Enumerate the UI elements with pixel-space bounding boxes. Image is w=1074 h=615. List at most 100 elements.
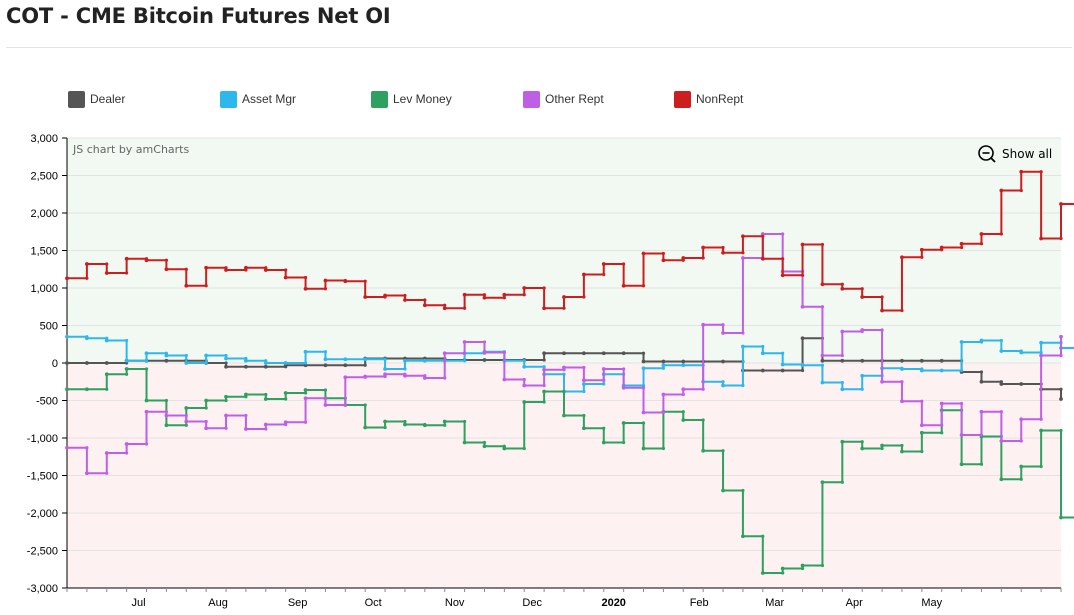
data-point-nonrept[interactable] (760, 256, 765, 261)
data-point-dealer[interactable] (919, 358, 924, 363)
data-point-asset-mgr[interactable] (522, 364, 527, 369)
data-point-other-rept[interactable] (999, 439, 1004, 443)
data-point-nonrept[interactable] (65, 276, 69, 281)
legend-item-lev-money[interactable]: Lev Money (371, 89, 452, 109)
data-point-dealer[interactable] (542, 351, 547, 356)
data-point-nonrept[interactable] (522, 286, 527, 290)
data-point-dealer[interactable] (323, 363, 328, 368)
data-point-asset-mgr[interactable] (184, 361, 189, 365)
data-point-asset-mgr[interactable] (979, 338, 984, 343)
data-point-other-rept[interactable] (919, 423, 924, 428)
data-point-asset-mgr[interactable] (84, 336, 89, 341)
data-point-nonrept[interactable] (979, 232, 984, 236)
data-point-other-rept[interactable] (661, 392, 666, 397)
data-point-lev-money[interactable] (263, 397, 268, 401)
data-point-asset-mgr[interactable] (681, 363, 686, 368)
data-point-other-rept[interactable] (84, 471, 89, 476)
data-point-other-rept[interactable] (104, 451, 109, 455)
data-point-other-rept[interactable] (383, 372, 387, 377)
data-point-asset-mgr[interactable] (204, 353, 209, 358)
data-point-other-rept[interactable] (542, 367, 547, 372)
data-point-dealer[interactable] (979, 379, 984, 384)
data-point-other-rept[interactable] (1019, 417, 1024, 422)
data-point-dealer[interactable] (263, 364, 268, 369)
data-point-lev-money[interactable] (502, 446, 507, 451)
data-point-asset-mgr[interactable] (65, 334, 69, 339)
data-point-nonrept[interactable] (581, 272, 586, 277)
data-point-lev-money[interactable] (999, 477, 1004, 482)
data-point-nonrept[interactable] (840, 286, 845, 291)
data-point-nonrept[interactable] (224, 268, 228, 272)
data-point-asset-mgr[interactable] (959, 340, 964, 344)
data-point-lev-money[interactable] (1059, 515, 1063, 520)
series-asset-mgr[interactable] (65, 334, 1074, 394)
data-point-asset-mgr[interactable] (641, 366, 646, 371)
data-point-dealer[interactable] (661, 359, 666, 364)
data-point-lev-money[interactable] (383, 419, 387, 424)
series-lev-money[interactable] (65, 367, 1074, 575)
data-point-nonrept[interactable] (741, 234, 745, 239)
data-point-dealer[interactable] (800, 336, 805, 341)
data-point-nonrept[interactable] (442, 306, 447, 311)
data-point-dealer[interactable] (840, 358, 845, 363)
data-point-lev-money[interactable] (919, 430, 924, 435)
data-point-other-rept[interactable] (800, 304, 805, 309)
data-point-nonrept[interactable] (860, 295, 865, 299)
data-point-nonrept[interactable] (403, 298, 407, 302)
data-point-other-rept[interactable] (65, 445, 69, 450)
data-point-asset-mgr[interactable] (939, 368, 944, 373)
data-point-other-rept[interactable] (900, 399, 904, 404)
data-point-other-rept[interactable] (1059, 334, 1063, 339)
data-point-lev-money[interactable] (442, 419, 447, 424)
data-point-nonrept[interactable] (283, 275, 288, 280)
data-point-dealer[interactable] (1019, 382, 1024, 386)
data-point-dealer[interactable] (65, 361, 69, 365)
data-point-lev-money[interactable] (124, 367, 129, 371)
data-point-nonrept[interactable] (780, 273, 785, 278)
data-point-other-rept[interactable] (701, 322, 706, 327)
data-point-dealer[interactable] (621, 351, 626, 356)
data-point-nonrept[interactable] (542, 306, 547, 311)
data-point-lev-money[interactable] (681, 418, 686, 422)
data-point-nonrept[interactable] (84, 262, 89, 266)
data-point-asset-mgr[interactable] (144, 351, 149, 356)
data-point-asset-mgr[interactable] (900, 367, 904, 371)
data-point-asset-mgr[interactable] (403, 358, 407, 363)
data-point-nonrept[interactable] (562, 295, 566, 299)
data-point-dealer[interactable] (721, 359, 725, 364)
data-point-dealer[interactable] (581, 351, 586, 356)
data-point-asset-mgr[interactable] (383, 367, 387, 371)
legend-item-dealer[interactable]: Dealer (68, 89, 125, 109)
data-point-lev-money[interactable] (721, 488, 725, 493)
data-point-asset-mgr[interactable] (422, 358, 427, 363)
data-point-other-rept[interactable] (184, 419, 189, 424)
data-point-lev-money[interactable] (164, 423, 169, 428)
data-point-nonrept[interactable] (919, 247, 924, 252)
legend-item-other-rept[interactable]: Other Rept (523, 89, 604, 109)
data-point-asset-mgr[interactable] (999, 349, 1004, 353)
data-point-lev-money[interactable] (820, 480, 825, 485)
data-point-lev-money[interactable] (482, 444, 487, 449)
data-point-other-rept[interactable] (840, 329, 845, 334)
data-point-nonrept[interactable] (959, 241, 964, 246)
data-point-asset-mgr[interactable] (363, 357, 368, 362)
data-point-nonrept[interactable] (104, 271, 109, 275)
data-point-lev-money[interactable] (641, 446, 646, 451)
data-point-lev-money[interactable] (840, 439, 845, 444)
data-point-nonrept[interactable] (661, 258, 666, 263)
data-point-asset-mgr[interactable] (800, 363, 805, 368)
data-point-asset-mgr[interactable] (263, 361, 268, 365)
data-point-other-rept[interactable] (283, 420, 288, 425)
data-point-dealer[interactable] (780, 368, 785, 373)
data-point-lev-money[interactable] (860, 446, 865, 451)
data-point-other-rept[interactable] (581, 378, 586, 383)
data-point-dealer[interactable] (224, 364, 228, 369)
data-point-asset-mgr[interactable] (303, 349, 308, 354)
data-point-asset-mgr[interactable] (343, 357, 348, 362)
data-point-asset-mgr[interactable] (860, 373, 865, 378)
data-point-other-rept[interactable] (403, 373, 407, 378)
data-point-other-rept[interactable] (244, 427, 248, 431)
data-point-other-rept[interactable] (562, 365, 566, 370)
data-point-dealer[interactable] (562, 351, 566, 356)
data-point-lev-money[interactable] (1019, 464, 1024, 469)
